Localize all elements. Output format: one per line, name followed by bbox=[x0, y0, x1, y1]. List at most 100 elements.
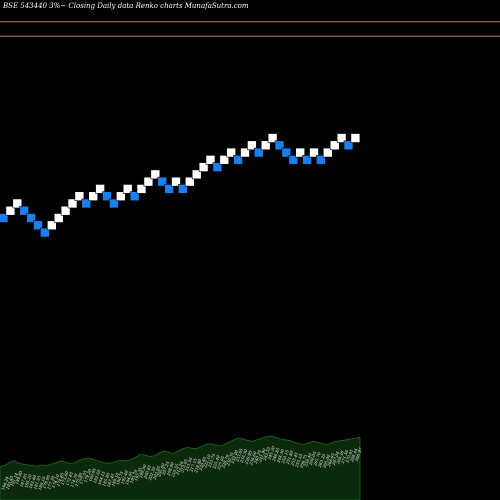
price-label: 217.15 bbox=[188, 457, 198, 473]
price-label: 241.90 bbox=[257, 447, 267, 463]
price-label: 177.55 bbox=[78, 469, 88, 484]
price-label: 246.85 bbox=[271, 447, 281, 463]
renko-brick-down bbox=[40, 227, 50, 238]
price-label: 200.65 bbox=[142, 464, 152, 480]
price-label: 179.20 bbox=[83, 468, 93, 483]
price-label: 202.30 bbox=[147, 466, 157, 482]
price-label: 189.10 bbox=[110, 472, 120, 487]
renko-brick-up bbox=[122, 184, 133, 194]
price-label: 269.36 bbox=[335, 450, 345, 466]
renko-brick-down bbox=[343, 140, 354, 151]
price-label: 193.45 bbox=[5, 475, 15, 490]
renko-brick-up bbox=[95, 184, 105, 194]
renko-brick-down bbox=[281, 147, 292, 158]
price-label: 235.30 bbox=[239, 448, 249, 464]
renko-brick-up bbox=[191, 169, 202, 180]
price-label: 195.70 bbox=[129, 469, 139, 484]
price-label: 220.45 bbox=[197, 456, 207, 472]
price-label: 185.80 bbox=[101, 472, 111, 487]
renko-brick-down bbox=[274, 140, 285, 151]
renko-brick-down bbox=[33, 220, 43, 231]
price-label: 191.14 bbox=[9, 472, 19, 487]
chart-title: BSE 543440 3%~ Closing Daily data Renko … bbox=[2, 2, 249, 10]
price-label: 230.35 bbox=[225, 451, 235, 467]
renko-brick-down bbox=[0, 213, 9, 223]
renko-brick-up bbox=[219, 155, 230, 165]
volume-area bbox=[0, 435, 361, 500]
price-label: 266.97 bbox=[353, 447, 363, 463]
price-label: 205.60 bbox=[156, 462, 166, 478]
price-label: 212.20 bbox=[174, 460, 184, 476]
renko-brick-down bbox=[288, 155, 299, 165]
renko-brick-up bbox=[5, 205, 16, 216]
renko-brick-down bbox=[157, 176, 167, 187]
renko-brick-up bbox=[205, 155, 216, 165]
price-label: 181.55 bbox=[32, 475, 42, 490]
renko-brick-down bbox=[81, 198, 92, 209]
price-label: 267.04 bbox=[330, 450, 340, 466]
renko-brick-up bbox=[53, 213, 64, 223]
renko-brick-down bbox=[164, 184, 174, 194]
price-label: 208.90 bbox=[165, 461, 175, 477]
price-label: 251.80 bbox=[284, 450, 294, 466]
price-label: 253.45 bbox=[289, 451, 299, 467]
price-label: 223.75 bbox=[206, 453, 216, 469]
renko-brick-down bbox=[26, 213, 36, 223]
renko-brick-up bbox=[309, 147, 319, 158]
price-label: 175.90 bbox=[74, 472, 84, 487]
price-label: 258.40 bbox=[303, 452, 313, 468]
price-label: 266.65 bbox=[326, 452, 336, 468]
renko-brick-down bbox=[19, 205, 30, 216]
renko-brick-down bbox=[109, 198, 119, 209]
price-label: 174.85 bbox=[55, 472, 65, 487]
price-label: 256.75 bbox=[298, 453, 308, 469]
price-label: 174.30 bbox=[69, 472, 79, 487]
renko-brick-up bbox=[322, 147, 333, 158]
price-label: 263.35 bbox=[317, 453, 327, 469]
renko-brick-up bbox=[60, 205, 71, 216]
renko-brick-up bbox=[295, 147, 306, 158]
renko-brick-up bbox=[150, 169, 161, 180]
price-label: 180.10 bbox=[37, 475, 47, 490]
price-label: 271.56 bbox=[340, 449, 350, 465]
price-label: 187.65 bbox=[19, 472, 29, 487]
price-label: 215.50 bbox=[183, 456, 193, 472]
price-label: 260.05 bbox=[307, 450, 317, 466]
renko-brick-up bbox=[88, 191, 98, 201]
renko-bricks-layer bbox=[0, 133, 361, 238]
price-labels-layer: 194.24193.45191.14189.80187.65185.20183.… bbox=[0, 445, 363, 491]
price-label: 177.30 bbox=[46, 475, 56, 490]
price-label: 233.65 bbox=[234, 447, 244, 463]
price-label: 213.85 bbox=[179, 458, 189, 474]
volume-area-layer bbox=[0, 435, 361, 500]
renko-brick-down bbox=[316, 155, 326, 165]
price-label: 187.45 bbox=[106, 472, 116, 487]
renko-brick-up bbox=[46, 220, 57, 231]
price-label: 255.10 bbox=[294, 453, 304, 469]
price-label: 194.05 bbox=[124, 470, 134, 485]
price-label: 222.10 bbox=[202, 453, 212, 469]
price-label: 172.45 bbox=[65, 471, 75, 486]
price-label: 270.61 bbox=[344, 449, 354, 465]
renko-brick-up bbox=[185, 176, 195, 187]
price-label: 183.40 bbox=[28, 474, 38, 489]
renko-brick-down bbox=[212, 162, 223, 172]
renko-brick-up bbox=[116, 191, 126, 201]
renko-brick-up bbox=[67, 198, 78, 209]
price-label: 203.95 bbox=[151, 465, 161, 481]
price-label: 250.15 bbox=[280, 449, 290, 465]
renko-brick-up bbox=[247, 140, 257, 151]
price-label: 218.80 bbox=[193, 458, 203, 474]
price-label: 199.00 bbox=[138, 463, 148, 478]
price-label: 232.00 bbox=[229, 449, 239, 465]
renko-brick-down bbox=[102, 191, 112, 201]
renko-brick-up bbox=[12, 198, 23, 209]
price-label: 194.24 bbox=[0, 475, 10, 490]
price-label: 210.55 bbox=[170, 463, 180, 479]
price-label: 189.80 bbox=[14, 470, 24, 485]
renko-brick-up bbox=[198, 162, 209, 172]
renko-brick-up bbox=[136, 184, 147, 194]
price-label: 268.44 bbox=[349, 447, 359, 463]
reference-lines bbox=[0, 21, 500, 37]
